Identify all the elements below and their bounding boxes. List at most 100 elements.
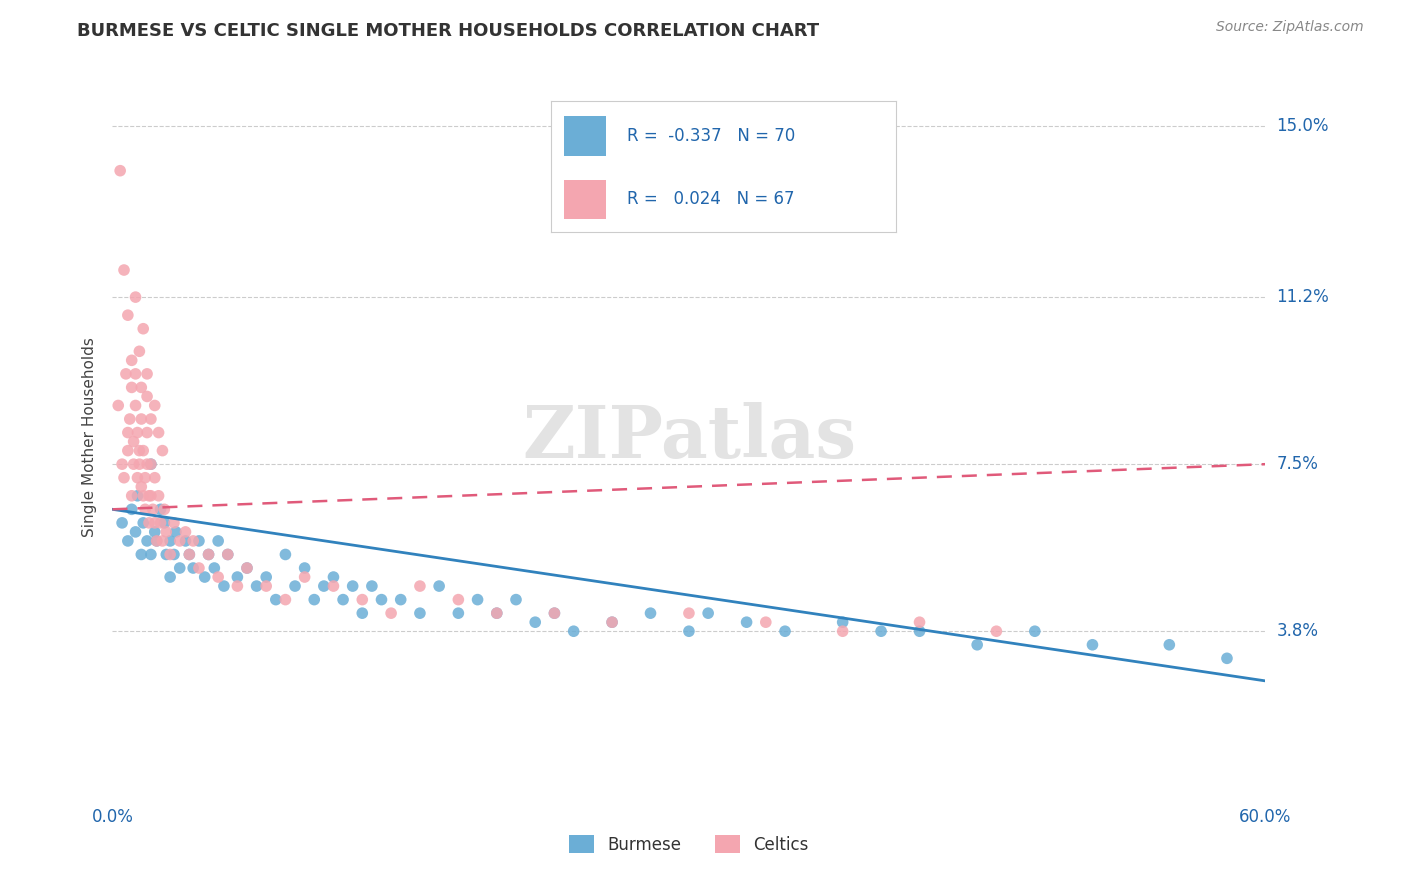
Point xyxy=(159,548,181,562)
Point xyxy=(139,457,162,471)
Point xyxy=(153,502,176,516)
Point xyxy=(1024,624,1046,639)
Point xyxy=(352,606,374,620)
Point xyxy=(188,533,211,548)
Text: 11.2%: 11.2% xyxy=(1277,288,1329,306)
Point xyxy=(136,457,159,471)
Point xyxy=(122,457,145,471)
Point xyxy=(134,471,156,485)
Point xyxy=(226,570,249,584)
Point xyxy=(145,533,167,548)
Point xyxy=(217,548,239,562)
Point xyxy=(128,443,150,458)
Point xyxy=(139,412,162,426)
Point xyxy=(108,163,131,178)
Point xyxy=(127,489,149,503)
Point xyxy=(149,502,172,516)
Text: ZIPatlas: ZIPatlas xyxy=(522,401,856,473)
Legend: Burmese, Celtics: Burmese, Celtics xyxy=(562,829,815,860)
Point xyxy=(121,380,143,394)
Point xyxy=(304,592,326,607)
Point xyxy=(136,533,159,548)
Point xyxy=(181,533,204,548)
Point xyxy=(159,570,181,584)
Point xyxy=(124,290,146,304)
Point xyxy=(505,592,527,607)
Point xyxy=(117,533,139,548)
Point xyxy=(342,579,364,593)
Point xyxy=(467,592,489,607)
Point xyxy=(194,570,217,584)
Point xyxy=(111,516,134,530)
Point xyxy=(138,516,160,530)
Point xyxy=(831,624,853,639)
Point xyxy=(165,524,187,539)
Point xyxy=(174,533,197,548)
Point xyxy=(294,570,316,584)
Point xyxy=(908,624,931,639)
Point xyxy=(246,579,269,593)
Point xyxy=(274,592,297,607)
Point xyxy=(148,425,170,440)
Point xyxy=(117,443,139,458)
Point xyxy=(254,579,277,593)
Point xyxy=(202,561,225,575)
Point xyxy=(124,399,146,413)
Point xyxy=(181,561,204,575)
Point xyxy=(128,457,150,471)
Point xyxy=(136,389,159,403)
Y-axis label: Single Mother Households: Single Mother Households xyxy=(82,337,97,537)
Point xyxy=(322,579,344,593)
Text: BURMESE VS CELTIC SINGLE MOTHER HOUSEHOLDS CORRELATION CHART: BURMESE VS CELTIC SINGLE MOTHER HOUSEHOL… xyxy=(77,22,820,40)
Point xyxy=(1216,651,1239,665)
Point xyxy=(139,548,162,562)
Point xyxy=(145,533,167,548)
Point xyxy=(447,592,470,607)
Point xyxy=(155,524,177,539)
Point xyxy=(128,344,150,359)
Point xyxy=(139,489,162,503)
Point xyxy=(143,399,166,413)
Point xyxy=(139,457,162,471)
Point xyxy=(129,412,153,426)
Point xyxy=(169,561,191,575)
Point xyxy=(122,434,145,449)
Point xyxy=(124,367,146,381)
Point xyxy=(908,615,931,630)
Point xyxy=(163,516,186,530)
Point xyxy=(312,579,335,593)
Point xyxy=(524,615,547,630)
Point xyxy=(207,570,229,584)
Point xyxy=(236,561,259,575)
Point xyxy=(966,638,988,652)
Point xyxy=(543,606,565,620)
Point xyxy=(132,322,155,336)
Point xyxy=(142,502,165,516)
Point xyxy=(188,561,211,575)
Point xyxy=(155,548,177,562)
Point xyxy=(115,367,138,381)
Point xyxy=(111,457,134,471)
Point xyxy=(174,524,197,539)
Text: 3.8%: 3.8% xyxy=(1277,623,1319,640)
Point xyxy=(678,624,700,639)
Point xyxy=(112,263,135,277)
Point xyxy=(118,412,141,426)
Point xyxy=(254,570,277,584)
Point xyxy=(134,502,156,516)
Point xyxy=(600,615,623,630)
Point xyxy=(163,548,186,562)
Point xyxy=(179,548,201,562)
Point xyxy=(127,425,149,440)
Point xyxy=(217,548,239,562)
Point xyxy=(1081,638,1104,652)
Point xyxy=(212,579,235,593)
Point xyxy=(543,606,565,620)
Point xyxy=(294,561,316,575)
Point xyxy=(773,624,796,639)
Point xyxy=(370,592,392,607)
Point xyxy=(132,443,155,458)
Point xyxy=(169,533,191,548)
Point xyxy=(127,471,149,485)
Point xyxy=(322,570,344,584)
